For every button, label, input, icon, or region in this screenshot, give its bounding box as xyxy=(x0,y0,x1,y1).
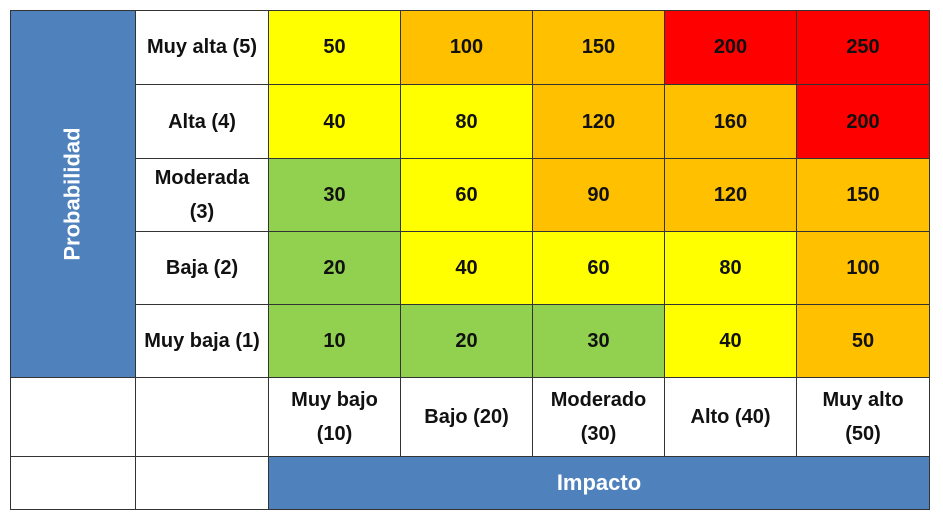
probabilidad-label: Probabilidad xyxy=(59,126,85,261)
column-label: Bajo (20) xyxy=(401,378,533,457)
risk-cell-text: 10 xyxy=(323,330,346,352)
risk-cell-text: 60 xyxy=(455,184,478,206)
risk-cell-text: 100 xyxy=(449,36,484,58)
risk-cell: 250 xyxy=(797,10,930,85)
risk-cell-text: 60 xyxy=(587,257,610,279)
risk-cell-text: 40 xyxy=(719,330,742,352)
risk-cell: 40 xyxy=(665,305,797,378)
risk-cell-text: 40 xyxy=(323,110,346,133)
risk-cell: 160 xyxy=(665,85,797,159)
risk-cell-text: 50 xyxy=(323,36,346,58)
column-label-text: Alto (40) xyxy=(690,406,771,428)
row-label-text: Moderada (3) xyxy=(154,167,250,223)
impacto-axis-header-text: Impacto xyxy=(556,470,642,495)
risk-cell: 120 xyxy=(533,85,665,159)
risk-cell-text: 250 xyxy=(846,36,880,58)
risk-cell: 60 xyxy=(401,159,533,232)
risk-cell-text: 50 xyxy=(851,330,875,352)
risk-cell-text: 120 xyxy=(713,184,748,206)
column-label-text: Moderado (30) xyxy=(550,389,647,445)
column-label-text: Bajo (20) xyxy=(424,406,509,428)
row-label: Moderada (3) xyxy=(136,159,269,232)
column-label-text: Muy bajo (10) xyxy=(291,389,378,445)
column-label-text: Muy alto (50) xyxy=(822,389,904,445)
risk-cell-text: 200 xyxy=(713,36,748,58)
risk-cell: 80 xyxy=(665,232,797,305)
risk-cell: 60 xyxy=(533,232,665,305)
empty-cell xyxy=(136,457,269,510)
risk-cell-text: 90 xyxy=(587,184,610,206)
risk-cell: 200 xyxy=(665,10,797,85)
risk-cell: 80 xyxy=(401,85,533,159)
risk-cell-text: 20 xyxy=(323,257,346,279)
empty-cell xyxy=(136,378,269,457)
risk-cell: 10 xyxy=(269,305,401,378)
risk-cell-text: 30 xyxy=(587,330,610,352)
risk-cell: 50 xyxy=(797,305,930,378)
risk-cell-text: 30 xyxy=(323,184,346,206)
risk-cell-text: 160 xyxy=(713,110,748,133)
row-label-text: Muy alta (5) xyxy=(146,36,258,58)
risk-cell: 30 xyxy=(269,159,401,232)
risk-cell: 100 xyxy=(401,10,533,85)
risk-cell-text: 80 xyxy=(719,257,742,279)
risk-cell: 90 xyxy=(533,159,665,232)
row-label-text: Muy baja (1) xyxy=(144,330,260,352)
risk-cell-text: 150 xyxy=(846,184,880,206)
row-label-text: Alta (4) xyxy=(168,110,236,133)
risk-cell-text: 80 xyxy=(455,110,478,133)
risk-cell: 40 xyxy=(401,232,533,305)
risk-cell: 30 xyxy=(533,305,665,378)
row-label: Alta (4) xyxy=(136,85,269,159)
risk-cell-text: 40 xyxy=(455,257,478,279)
risk-cell: 200 xyxy=(797,85,930,159)
risk-cell-text: 100 xyxy=(846,257,880,279)
column-label: Moderado (30) xyxy=(533,378,665,457)
risk-cell: 50 xyxy=(269,10,401,85)
risk-cell: 150 xyxy=(533,10,665,85)
probabilidad-axis-header: Probabilidad xyxy=(10,10,136,378)
column-label: Muy bajo (10) xyxy=(269,378,401,457)
risk-cell: 100 xyxy=(797,232,930,305)
empty-cell xyxy=(10,457,136,510)
risk-cell: 150 xyxy=(797,159,930,232)
column-label: Muy alto (50) xyxy=(797,378,930,457)
risk-cell: 40 xyxy=(269,85,401,159)
row-label-text: Baja (2) xyxy=(165,257,239,279)
risk-cell-text: 150 xyxy=(581,36,616,58)
row-label: Muy baja (1) xyxy=(136,305,269,378)
row-label: Baja (2) xyxy=(136,232,269,305)
empty-cell xyxy=(10,378,136,457)
risk-cell-text: 120 xyxy=(581,110,616,133)
row-label: Muy alta (5) xyxy=(136,10,269,85)
risk-cell: 20 xyxy=(269,232,401,305)
risk-cell-text: 20 xyxy=(455,330,478,352)
risk-cell: 20 xyxy=(401,305,533,378)
risk-cell: 120 xyxy=(665,159,797,232)
risk-cell-text: 200 xyxy=(846,110,880,133)
impacto-axis-header: Impacto xyxy=(269,457,930,510)
column-label: Alto (40) xyxy=(665,378,797,457)
